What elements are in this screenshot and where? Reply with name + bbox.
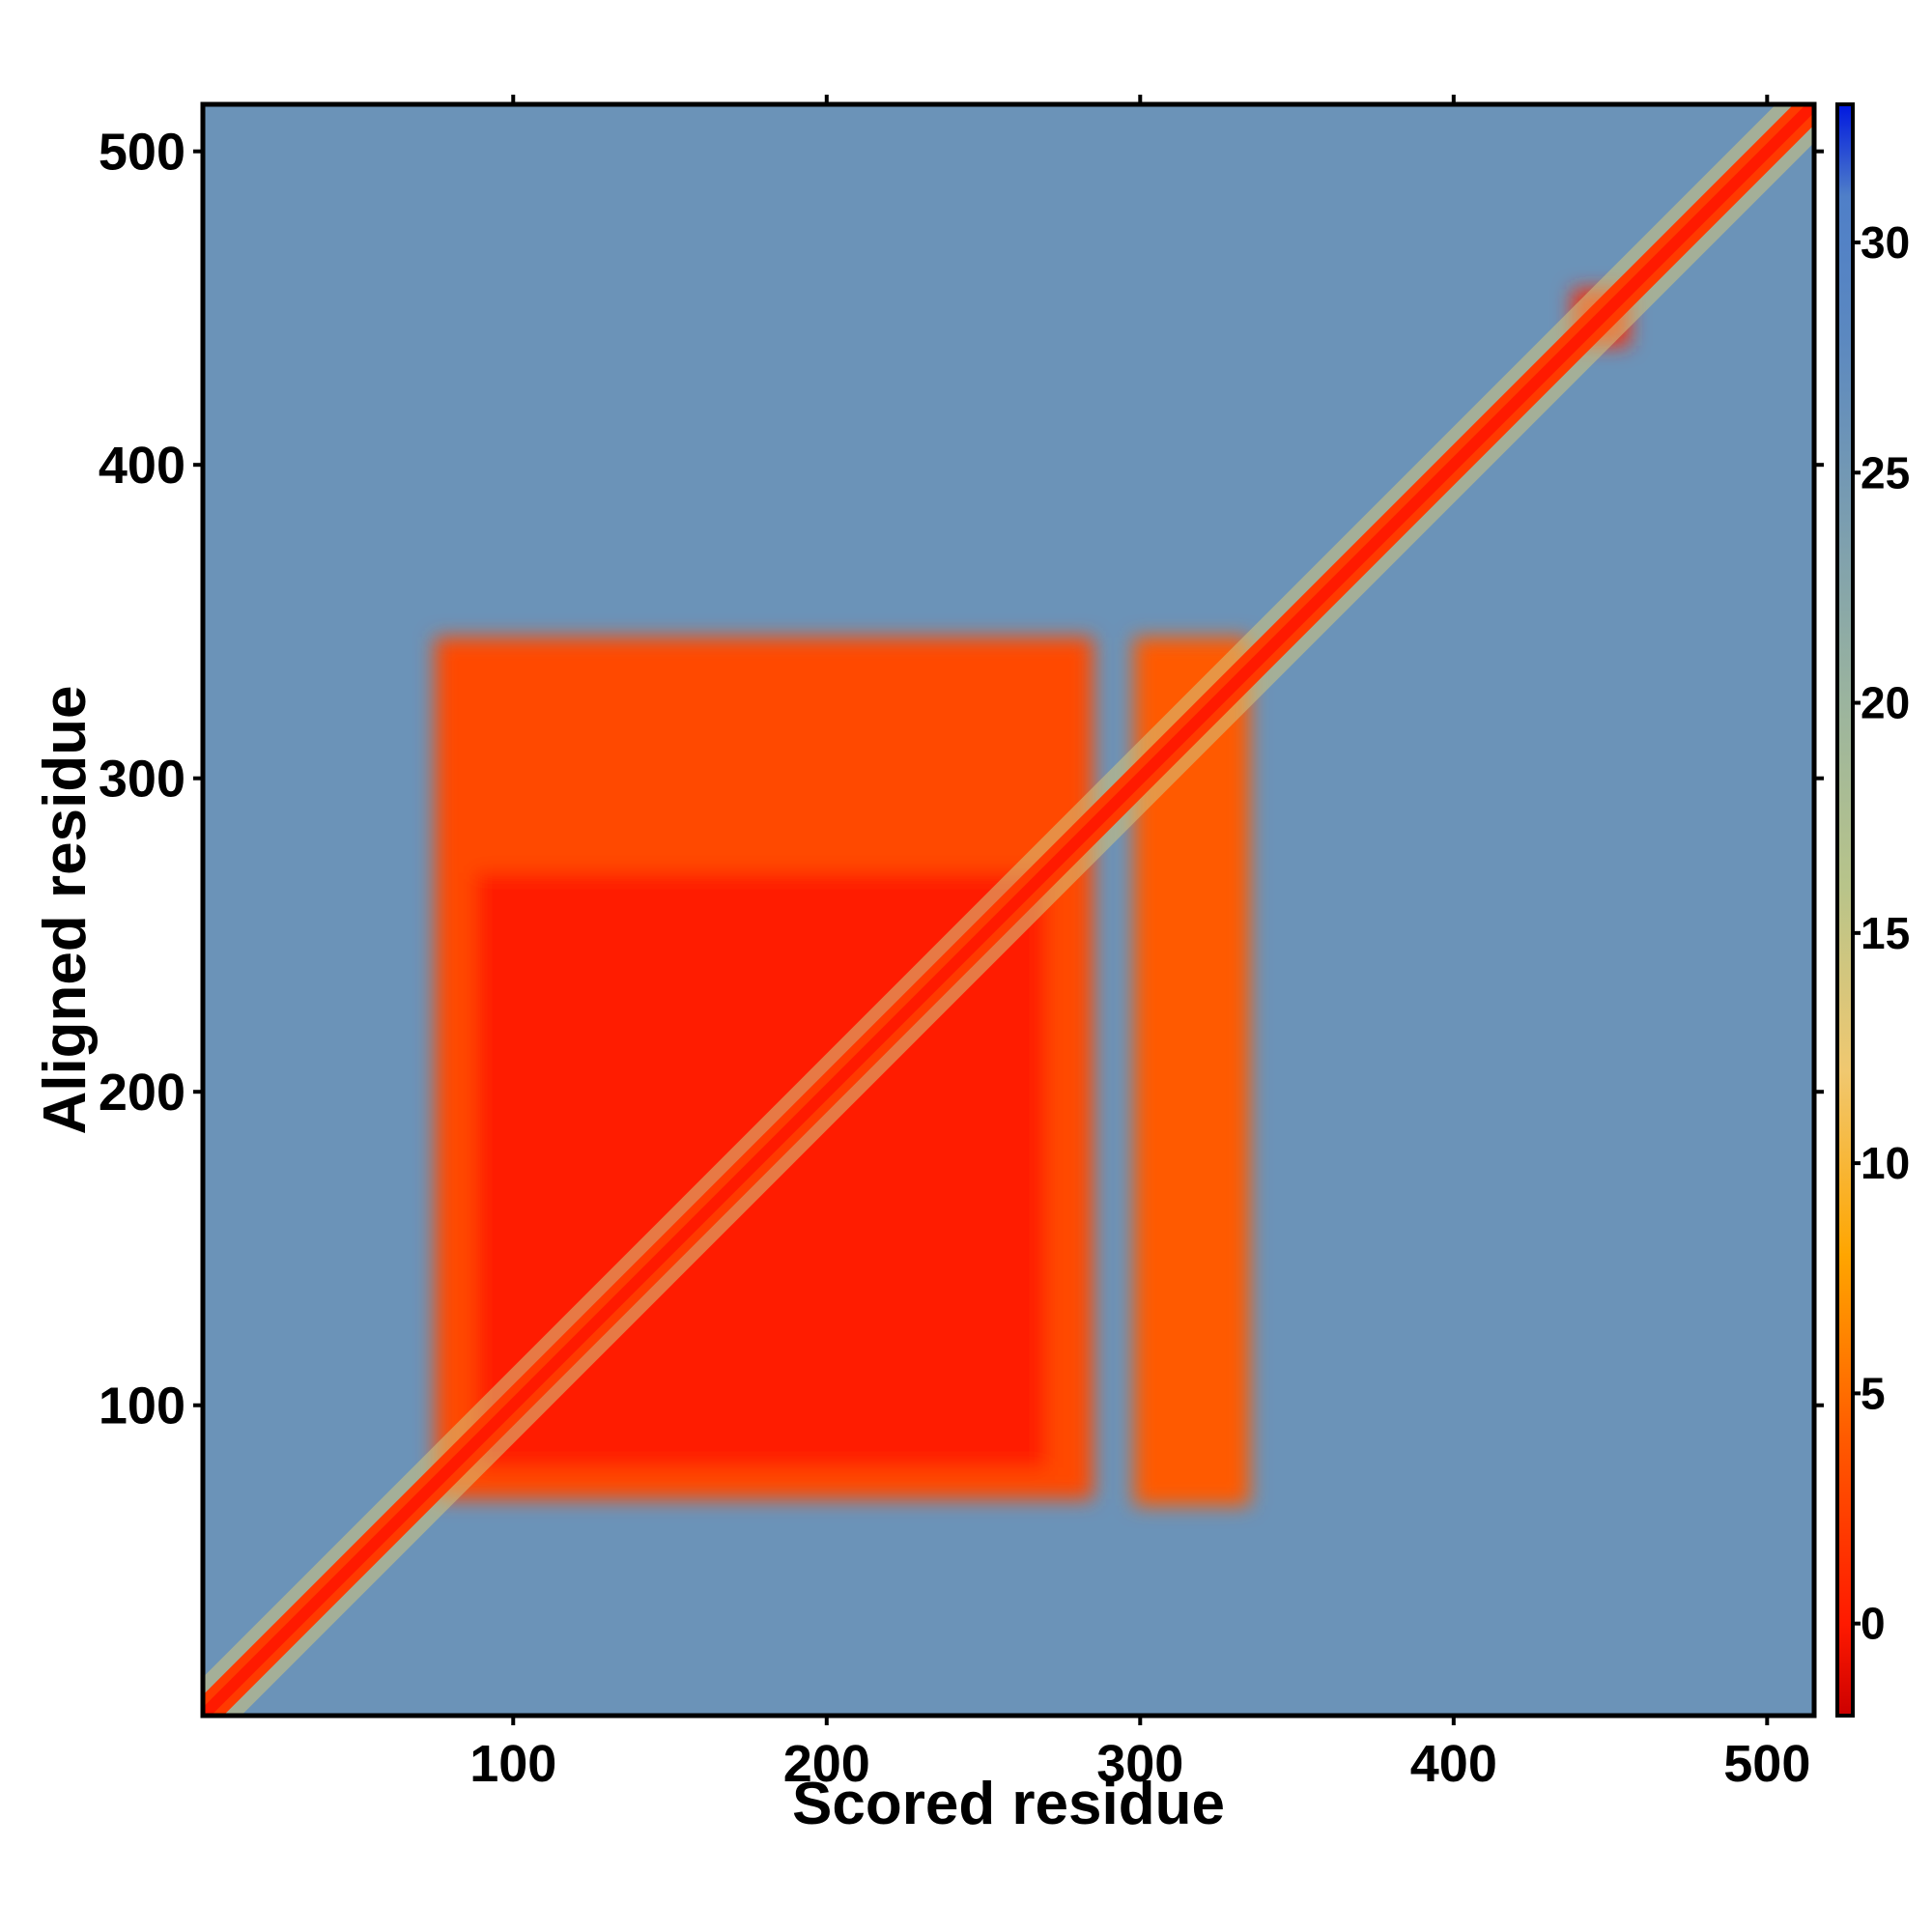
y-axis-title: Aligned residue — [32, 685, 99, 1134]
colorbar-tick-label: 20 — [1861, 678, 1910, 728]
colorbar-tick-label: 5 — [1861, 1368, 1886, 1418]
colorbar — [1837, 104, 1853, 1716]
y-tick-label: 200 — [99, 1064, 185, 1122]
colorbar-tick-label: 0 — [1861, 1599, 1886, 1649]
y-tick-label: 400 — [99, 437, 185, 495]
x-tick-label: 100 — [469, 1735, 556, 1793]
colorbar-ticks: 0 5 10 15 20 25 30 — [1853, 217, 1910, 1649]
x-tick-label: 400 — [1410, 1735, 1497, 1793]
y-tick-label: 500 — [99, 124, 185, 182]
colorbar-tick-label: 10 — [1861, 1138, 1910, 1188]
x-tick-label: 500 — [1723, 1735, 1810, 1793]
colorbar-tick-label: 30 — [1861, 217, 1910, 268]
colorbar-tick-label: 25 — [1861, 447, 1910, 497]
plot-area — [203, 104, 1814, 1716]
colorbar-tick-label: 15 — [1861, 908, 1910, 958]
x-axis-title: Scored residue — [792, 1771, 1225, 1837]
y-tick-label: 100 — [99, 1378, 185, 1435]
y-tick-label: 300 — [99, 751, 185, 809]
